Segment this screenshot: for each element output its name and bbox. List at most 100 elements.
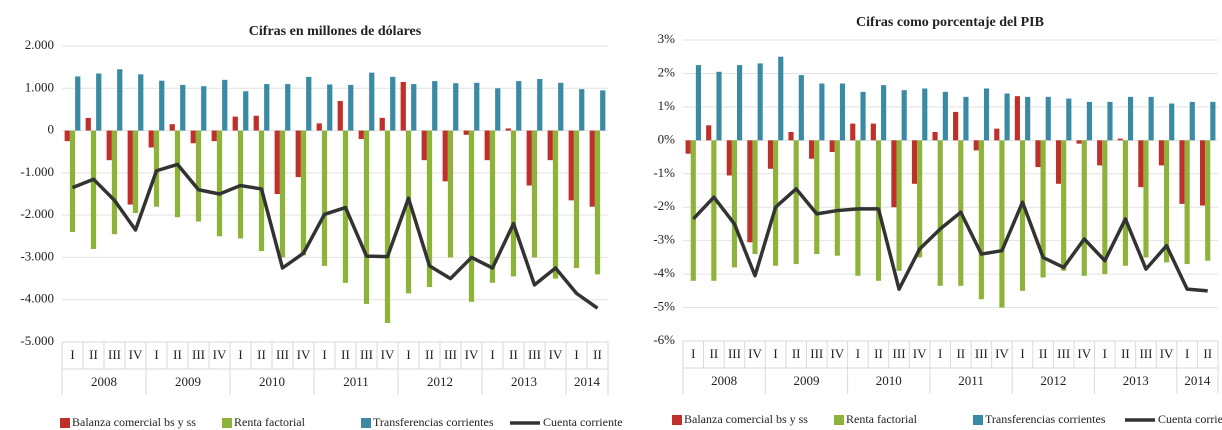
- bar: [159, 80, 165, 131]
- y-tick-label: 1.000: [25, 79, 54, 94]
- x-tick-label: IV: [748, 346, 762, 361]
- bar: [1179, 140, 1185, 204]
- bar: [127, 130, 133, 205]
- bar: [232, 116, 238, 131]
- bar: [153, 130, 160, 207]
- x-tick-label: III: [893, 346, 906, 361]
- bar: [589, 130, 595, 207]
- bar: [568, 130, 574, 201]
- bar: [600, 90, 606, 131]
- bar: [138, 74, 144, 131]
- bar: [505, 128, 511, 131]
- y-tick-label: 0: [48, 122, 55, 137]
- x-tick-label: III: [528, 347, 541, 362]
- x-tick-label: IV: [465, 347, 479, 362]
- x-tick-label: IV: [297, 347, 311, 362]
- bar: [495, 88, 501, 131]
- bar: [300, 130, 307, 256]
- legend-swatch: [834, 415, 844, 425]
- bar: [809, 140, 815, 159]
- legend-swatch: [672, 415, 682, 425]
- bar: [1004, 93, 1010, 141]
- bar: [917, 140, 923, 258]
- x-tick-label: I: [1185, 346, 1189, 361]
- line: [692, 187, 1208, 293]
- x-tick-label: III: [108, 347, 121, 362]
- bar: [201, 86, 207, 131]
- y-tick-label: -1.000: [20, 164, 54, 179]
- bar: [690, 140, 696, 281]
- x-tick-label: I: [938, 346, 942, 361]
- y-tick-label: 0%: [658, 131, 676, 146]
- bar: [1143, 140, 1149, 258]
- bar: [1025, 96, 1031, 141]
- bar: [829, 140, 835, 153]
- bar: [1210, 101, 1216, 141]
- bar: [211, 130, 217, 142]
- year-label: 2011: [958, 373, 984, 388]
- bar: [384, 130, 391, 323]
- x-tick-label: III: [444, 347, 457, 362]
- bar: [1076, 140, 1082, 144]
- year-label: 2009: [793, 373, 819, 388]
- x-tick-label: IV: [913, 346, 927, 361]
- y-tick-label: -2%: [653, 198, 675, 213]
- x-tick-label: I: [856, 346, 860, 361]
- bar: [793, 140, 799, 265]
- bar: [190, 130, 196, 144]
- bar: [1097, 140, 1103, 166]
- bar: [132, 130, 139, 214]
- bar: [850, 123, 856, 141]
- year-label: 2012: [1040, 373, 1066, 388]
- bar: [400, 81, 406, 131]
- bar: [421, 130, 427, 161]
- bar: [594, 130, 601, 275]
- bar: [937, 140, 943, 286]
- legend-label: Balanza comercial bs y ss: [72, 415, 196, 429]
- x-tick-label: II: [792, 346, 801, 361]
- x-tick-label: IV: [129, 347, 143, 362]
- bar: [316, 123, 322, 131]
- bar: [814, 140, 820, 255]
- x-tick-label: III: [1057, 346, 1070, 361]
- bar: [798, 75, 804, 141]
- bar: [1127, 96, 1134, 141]
- x-tick-label: II: [425, 347, 434, 362]
- x-tick-label: I: [406, 347, 410, 362]
- bar: [737, 65, 743, 141]
- year-label: 2010: [259, 374, 285, 389]
- bar: [881, 85, 887, 141]
- bar: [64, 130, 70, 142]
- x-tick-label: I: [574, 347, 578, 362]
- bar: [1184, 140, 1190, 265]
- bar: [379, 117, 385, 131]
- bar: [279, 130, 286, 258]
- bar: [180, 84, 186, 131]
- legend-swatch: [361, 418, 371, 428]
- bar: [463, 130, 469, 135]
- bar: [1040, 140, 1046, 278]
- y-tick-label: -3%: [653, 232, 675, 247]
- x-tick-label: I: [70, 347, 74, 362]
- bar: [685, 140, 691, 154]
- x-tick-label: II: [1039, 346, 1048, 361]
- bar: [306, 76, 312, 131]
- bar: [510, 130, 517, 277]
- bar: [942, 91, 948, 141]
- year-label: 2013: [511, 374, 537, 389]
- year-label: 2014: [1184, 373, 1211, 388]
- legend-label: Renta factorial: [234, 415, 306, 429]
- bar: [348, 84, 354, 131]
- x-tick-label: II: [874, 346, 883, 361]
- bar: [117, 69, 123, 131]
- x-tick-label: I: [1020, 346, 1024, 361]
- bar: [999, 140, 1005, 308]
- bar: [558, 82, 564, 131]
- bar: [1035, 140, 1041, 168]
- bar: [1055, 140, 1062, 184]
- bar: [426, 130, 433, 288]
- bar: [1148, 96, 1154, 141]
- bar: [778, 56, 784, 141]
- bar: [274, 130, 280, 194]
- bar: [1163, 140, 1170, 263]
